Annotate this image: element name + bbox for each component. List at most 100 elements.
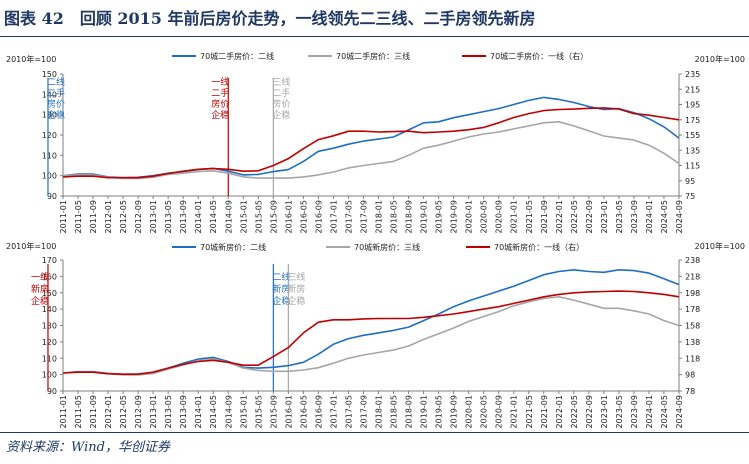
right-tick-label: 195 — [685, 101, 700, 110]
right-tick-label: 238 — [685, 256, 700, 265]
annotation-label: 一线 — [31, 271, 49, 283]
x-tick-label: 2012-09 — [134, 200, 143, 233]
x-tick-label: 2021-01 — [510, 200, 519, 233]
left-tick-label: 100 — [42, 172, 57, 181]
left-tick-label: 110 — [42, 151, 57, 160]
x-tick-label: 2020-09 — [495, 200, 504, 233]
annotation-label: 企稳 — [211, 109, 229, 121]
figure-title: 图表 42 回顾 2015 年前后房价走势，一线领先二三线、二手房领先新房 — [4, 9, 536, 28]
left-tick-label: 90 — [47, 387, 57, 396]
legend-label: 70城新房价：三线 — [354, 242, 420, 252]
right-tick-label: 115 — [685, 162, 700, 171]
left-tick-label: 170 — [42, 256, 57, 265]
legend-label: 70城新房价：二线 — [200, 242, 266, 252]
annotation-label: 新房 — [287, 283, 305, 295]
x-tick-label: 2012-05 — [119, 395, 128, 428]
left-axis-unit: 2010年=100 — [6, 241, 56, 251]
right-axis-unit: 2010年=100 — [695, 241, 745, 251]
left-tick-label: 150 — [42, 70, 57, 79]
x-tick-label: 2015-05 — [254, 395, 263, 428]
x-tick-label: 2012-09 — [134, 395, 143, 428]
x-tick-label: 2021-05 — [525, 200, 534, 233]
legend-label: 70城新房价：一线（右） — [494, 242, 584, 252]
x-tick-label: 2020-01 — [465, 200, 474, 233]
x-tick-label: 2011-01 — [59, 200, 68, 233]
right-tick-label: 78 — [685, 387, 695, 396]
x-tick-label: 2014-01 — [194, 395, 203, 428]
series-line-0 — [62, 268, 680, 376]
x-tick-label: 2022-05 — [570, 395, 579, 428]
x-tick-label: 2015-09 — [269, 395, 278, 428]
x-tick-label: 2017-01 — [329, 395, 338, 428]
x-tick-label: 2016-09 — [314, 395, 323, 428]
x-tick-label: 2022-09 — [585, 200, 594, 233]
x-tick-label: 2016-09 — [314, 200, 323, 233]
series-line-1 — [62, 295, 680, 376]
left-tick-label: 110 — [42, 354, 57, 363]
series-line-0 — [62, 96, 680, 179]
legend-label: 70城二手房价：一线（右） — [490, 51, 588, 61]
annotation-label: 企稳 — [47, 109, 65, 121]
x-tick-label: 2019-01 — [420, 395, 429, 428]
x-tick-label: 2018-05 — [390, 395, 399, 428]
annotation-label: 新房 — [272, 283, 290, 295]
right-tick-label: 235 — [685, 70, 700, 79]
x-tick-label: 2012-01 — [104, 395, 113, 428]
legend-label: 70城二手房价：三线 — [336, 51, 410, 61]
annotation-label: 二线 — [47, 76, 65, 88]
x-tick-label: 2014-09 — [224, 395, 233, 428]
x-tick-label: 2011-05 — [74, 395, 83, 428]
annotation-label: 新房 — [31, 283, 49, 295]
x-tick-label: 2013-01 — [149, 200, 158, 233]
annotation-label: 二手 — [47, 87, 65, 99]
x-tick-label: 2023-05 — [615, 200, 624, 233]
x-tick-label: 2017-01 — [329, 200, 338, 233]
left-tick-label: 120 — [42, 338, 57, 347]
right-tick-label: 175 — [685, 116, 700, 125]
x-tick-label: 2014-09 — [224, 200, 233, 233]
x-tick-label: 2011-09 — [89, 200, 98, 233]
annotation-label: 房价 — [211, 98, 229, 110]
source-divider — [0, 432, 749, 433]
x-tick-label: 2014-05 — [209, 200, 218, 233]
x-tick-label: 2013-09 — [179, 200, 188, 233]
x-tick-label: 2011-05 — [74, 200, 83, 233]
annotation-label: 二手 — [211, 87, 229, 99]
right-tick-label: 95 — [685, 177, 695, 186]
source-note: 资料来源：Wind，华创证券 — [6, 440, 170, 455]
x-tick-label: 2013-05 — [164, 200, 173, 233]
series-line-2 — [62, 107, 680, 179]
x-tick-label: 2024-05 — [660, 395, 669, 428]
right-tick-label: 218 — [685, 272, 700, 281]
annotation-label: 二线 — [272, 271, 290, 283]
series-line-2 — [62, 290, 680, 375]
x-tick-label: 2022-09 — [585, 395, 594, 428]
right-tick-label: 215 — [685, 85, 700, 94]
x-tick-label: 2012-01 — [104, 200, 113, 233]
right-axis-unit: 2010年=100 — [695, 54, 745, 64]
x-tick-label: 2016-01 — [284, 200, 293, 233]
x-tick-label: 2020-05 — [480, 200, 489, 233]
x-tick-label: 2019-01 — [420, 200, 429, 233]
x-tick-label: 2024-01 — [645, 395, 654, 428]
x-tick-label: 2011-01 — [59, 395, 68, 428]
x-tick-label: 2016-05 — [299, 200, 308, 233]
left-tick-label: 140 — [42, 90, 57, 99]
x-tick-label: 2022-01 — [555, 200, 564, 233]
new-home-price-chart: 2010年=100 2010年=100 90 100 110 120 130 140 150 16… — [6, 241, 745, 428]
annotation-label: 企稳 — [272, 109, 290, 121]
x-tick-label: 2013-01 — [149, 395, 158, 428]
right-tick-label: 98 — [685, 371, 695, 380]
annotation-label: 企稳 — [272, 295, 290, 307]
right-tick-label: 138 — [685, 338, 700, 347]
x-tick-label: 2022-05 — [570, 200, 579, 233]
x-tick-label: 2017-09 — [359, 395, 368, 428]
x-tick-label: 2019-09 — [450, 395, 459, 428]
left-tick-label: 140 — [42, 305, 57, 314]
x-tick-label: 2020-09 — [495, 395, 504, 428]
x-tick-label: 2017-09 — [359, 200, 368, 233]
right-tick-label: 198 — [685, 289, 700, 298]
x-tick-label: 2017-05 — [344, 395, 353, 428]
left-tick-label: 130 — [42, 111, 57, 120]
x-tick-label: 2024-05 — [660, 200, 669, 233]
